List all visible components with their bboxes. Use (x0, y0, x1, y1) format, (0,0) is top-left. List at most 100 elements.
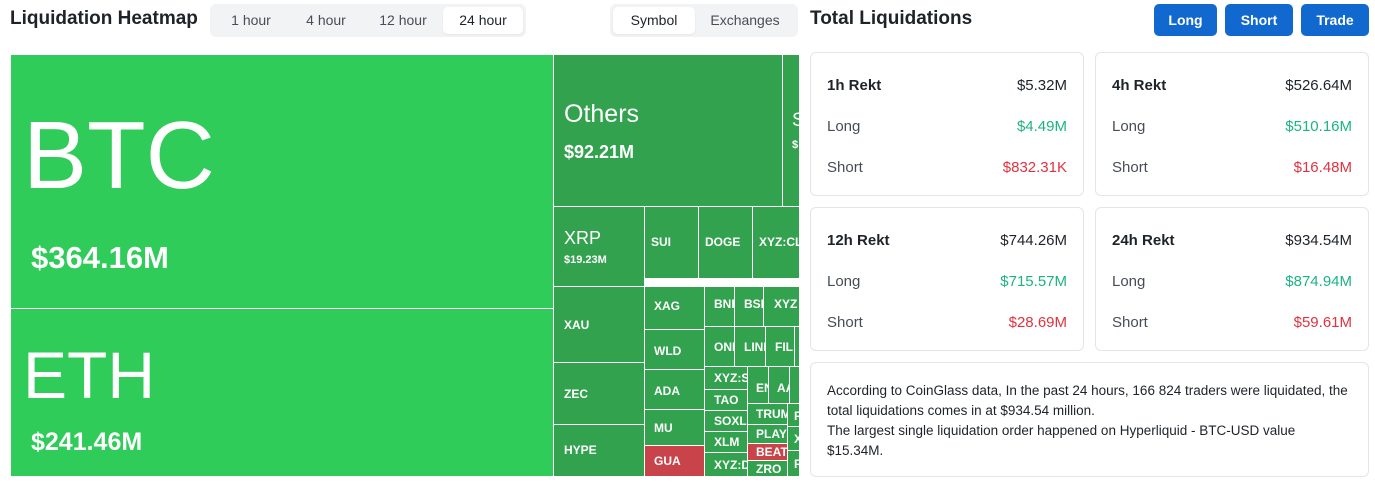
tile-symbol: BSB (744, 297, 763, 311)
tile-symbol: LINK (744, 340, 765, 354)
tile-xrp[interactable]: XRP $19.23M (553, 206, 645, 287)
short-label: Short (827, 159, 863, 176)
summary-largest-order: The largest single liquidation order hap… (827, 423, 1296, 458)
tile-value: $92.21M (564, 142, 635, 162)
tile-eth[interactable]: ETH $241.46M (10, 308, 554, 477)
tile-partial[interactable] (794, 326, 799, 367)
tile-soxl[interactable]: SOXL (704, 410, 748, 432)
short-value: $16.48M (1293, 159, 1352, 176)
tile-ondo[interactable]: ONDO (704, 326, 735, 367)
tile-mu[interactable]: MU (644, 409, 705, 446)
time-range-tabs: 1 hour 4 hour 12 hour 24 hour (210, 4, 526, 37)
tile-xyz[interactable]: XYZ (763, 286, 799, 327)
tile-bsb[interactable]: BSB (734, 286, 764, 327)
tile-zro[interactable]: ZRO (747, 460, 788, 477)
summary-text: According to CoinGlass data, In the past… (827, 383, 1348, 418)
tile-bnb[interactable]: BNB (704, 286, 735, 327)
card-total: $5.32M (1016, 77, 1067, 94)
tile-fil[interactable]: FIL (765, 326, 795, 367)
tab-exchanges[interactable]: Exchanges (710, 12, 780, 28)
tile-symbol: S (792, 110, 799, 132)
tile-btc[interactable]: BTC $364.16M (10, 54, 554, 309)
tile-xyz-d[interactable]: XYZ:D (704, 452, 748, 477)
tile-value: $ (792, 139, 799, 151)
tile-symbol: P (788, 409, 799, 423)
tile-xau[interactable]: XAU (553, 286, 645, 363)
tab-1-hour[interactable]: 1 hour (231, 12, 271, 28)
long-label: Long (1112, 273, 1146, 290)
heatmap-title: Liquidation Heatmap (10, 8, 198, 29)
tile-symbol: XAU (564, 318, 590, 332)
tile-symbol: BNB (714, 297, 734, 311)
short-label: Short (1112, 159, 1148, 176)
tile-symbol: SUI (651, 235, 672, 249)
tab-symbol[interactable]: Symbol (613, 7, 695, 34)
short-label: Short (1112, 314, 1148, 331)
tile-symbol: XYZ:CL (759, 235, 799, 249)
tile-sui[interactable]: SUI (644, 206, 699, 279)
tile-symbol: HYPE (564, 443, 597, 457)
tile-symbol: TRUMP (756, 407, 787, 421)
tile-link[interactable]: LINK (734, 326, 766, 367)
tile-ada[interactable]: ADA (644, 369, 705, 410)
trade-button[interactable]: Trade (1301, 4, 1369, 36)
tile-xag[interactable]: XAG (644, 286, 705, 330)
tile-symbol: BTC (23, 102, 215, 209)
tile-trump[interactable]: TRUMP (747, 403, 788, 425)
tile-zec[interactable]: ZEC (553, 362, 645, 425)
tile-symbol: ZEC (564, 387, 588, 401)
tile-symbol: PLAY (756, 427, 787, 441)
tile-symbol: Others (564, 100, 640, 128)
tile-tao[interactable]: TAO (704, 389, 748, 411)
tile-xlm[interactable]: XLM (704, 431, 748, 453)
liquidation-summary: According to CoinGlass data, In the past… (810, 362, 1369, 477)
tile-symbol: XAG (654, 299, 681, 313)
tile-p[interactable]: P (787, 403, 799, 427)
tile-symbol: XLM (714, 435, 740, 449)
tile-value: $241.46M (31, 428, 143, 456)
long-value: $874.94M (1285, 273, 1352, 290)
tab-4-hour[interactable]: 4 hour (306, 12, 346, 28)
tile-symbol: MU (654, 421, 673, 435)
short-value: $832.31K (1002, 159, 1067, 176)
card-title: 12h Rekt (827, 232, 890, 249)
tile-f[interactable]: F (787, 450, 799, 477)
tile-symbol: ONDO (714, 340, 734, 354)
tab-12-hour[interactable]: 12 hour (379, 12, 427, 28)
rekt-card-4h: 4h Rekt $526.64M Long $510.16M Short $16.48… (1095, 52, 1369, 196)
liquidation-heatmap: BTC $364.16M ETH $241.46M Others $92.21M… (10, 54, 799, 477)
tile-hype[interactable]: HYPE (553, 424, 645, 477)
tile-aa[interactable]: AA (768, 366, 790, 410)
rekt-card-1h: 1h Rekt $5.32M Long $4.49M Short $832.31K (810, 52, 1084, 196)
tile-play[interactable]: PLAY (747, 424, 788, 444)
tile-xyz-s[interactable]: XYZ:S (704, 366, 748, 390)
tile-symbol: GUA (654, 454, 681, 468)
tile-symbol: AA (777, 381, 789, 395)
card-title: 4h Rekt (1112, 77, 1167, 94)
short-button[interactable]: Short (1225, 4, 1293, 36)
tile-others[interactable]: Others $92.21M (553, 54, 783, 207)
tile-wld[interactable]: WLD (644, 329, 705, 370)
tile-symbol: F (788, 457, 799, 471)
tile-symbol: BEAT (756, 445, 788, 459)
card-total: $744.26M (1000, 232, 1067, 249)
short-value: $59.61M (1293, 314, 1352, 331)
tile-gua[interactable]: GUA (644, 445, 705, 477)
tile-symbol: SOXL (714, 414, 747, 428)
view-mode-tabs: Symbol Exchanges (610, 4, 798, 37)
tile-x[interactable]: X (787, 426, 799, 451)
long-button[interactable]: Long (1154, 4, 1217, 36)
tile-symbol: XYZ:S (714, 371, 748, 385)
tile-symbol: DOGE (705, 235, 741, 249)
long-value: $715.57M (1000, 273, 1067, 290)
tab-24-hour[interactable]: 24 hour (443, 7, 523, 34)
card-total: $526.64M (1285, 77, 1352, 94)
tile-xyz-cl[interactable]: XYZ:CL (752, 206, 799, 279)
long-label: Long (1112, 118, 1146, 135)
tile-sol[interactable]: S $ (782, 54, 799, 207)
short-value: $28.69M (1008, 314, 1067, 331)
tile-symbol: TAO (714, 393, 739, 407)
tile-symbol: XYZ:D (714, 458, 748, 472)
tile-beat[interactable]: BEAT (747, 443, 788, 461)
tile-doge[interactable]: DOGE (698, 206, 753, 279)
